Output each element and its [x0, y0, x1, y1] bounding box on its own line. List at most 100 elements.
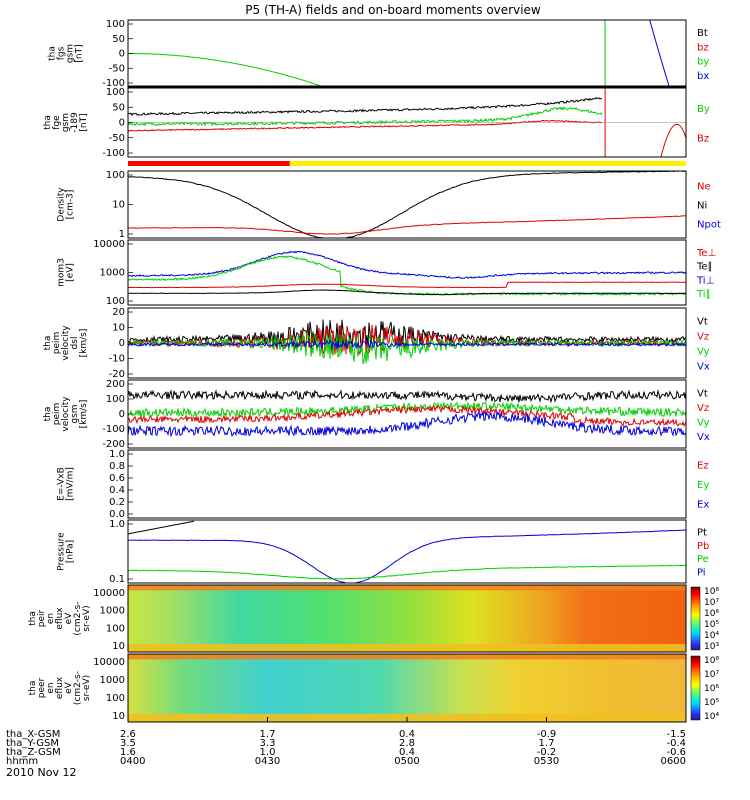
- y-axis-label: en: [46, 682, 56, 693]
- legend-Ti∥: Ti∥: [696, 289, 711, 300]
- legend-Pb: Pb: [697, 541, 709, 552]
- panel-frame: [127, 307, 687, 379]
- legend-bz: bz: [697, 42, 709, 53]
- y-tick-label: 0.2: [109, 497, 125, 508]
- legend-Ni: Ni: [697, 201, 707, 212]
- heatmap-top-band: [128, 585, 686, 591]
- y-axis-label: en: [46, 613, 56, 624]
- axis-row-value: 3.3: [260, 738, 276, 749]
- trace-vy: [128, 401, 686, 419]
- panel-p4: 10000 1000 100 mom3 [eV] Te⊥ Te∥ Ti⊥ Ti∥: [57, 239, 717, 307]
- colorbar-tick: 10⁴: [704, 631, 719, 641]
- axis-row-value: 1.7: [539, 738, 555, 749]
- y-axis-label: (cm2-s-: [73, 671, 83, 705]
- panel-frame: [127, 449, 687, 519]
- y-tick-label: 10: [112, 711, 125, 722]
- y-tick-label: 1: [119, 229, 125, 240]
- y-axis-label: gsm: [70, 404, 80, 423]
- y-axis-label: sr-eV): [82, 605, 92, 631]
- panel-p3: 100 10 1 Density [cm-3] Ne Ni Npot: [57, 170, 721, 240]
- y-tick-label: 1000: [100, 675, 125, 686]
- y-tick-label: 0.0: [109, 509, 125, 520]
- trace-pe: [128, 564, 686, 580]
- y-axis-label: velocity: [61, 325, 71, 361]
- panel-p3-data: [128, 171, 686, 238]
- legend-Vx: Vx: [697, 362, 710, 373]
- y-axis-label: [km/s]: [79, 329, 89, 358]
- y-tick-label: -20: [109, 369, 125, 380]
- y-axis-label: gsm: [66, 44, 76, 63]
- axis-row-label: tha_X-GSM: [6, 729, 60, 740]
- y-tick-label: -50: [109, 63, 125, 74]
- y-tick-label: 1.0: [109, 449, 125, 460]
- y-tick-label: -200: [102, 439, 125, 450]
- y-axis-label: peim: [52, 332, 62, 355]
- panel-p2-data: [128, 88, 686, 157]
- colorbar-tick: 10⁸: [704, 656, 719, 666]
- y-tick-label: 0.4: [109, 485, 125, 496]
- y-tick-label: 200: [106, 379, 125, 390]
- y-tick-label: 0: [119, 338, 125, 349]
- y-tick-label: 100: [106, 693, 125, 704]
- y-axis-label: gsm: [61, 113, 71, 132]
- y-tick-label: 10000: [93, 657, 125, 668]
- axis-row-value: 3.5: [120, 738, 136, 749]
- axis-row-value: 0430: [255, 756, 280, 767]
- y-axis-label: tha: [43, 336, 53, 351]
- date-label: 2010 Nov 12: [6, 766, 76, 779]
- y-axis-label: -189: [70, 112, 80, 133]
- y-tick-label: 1000: [100, 606, 125, 617]
- colorbar-tick: 10⁶: [704, 609, 719, 619]
- axis-row-value: -0.4: [666, 738, 686, 749]
- panel-p7: 1.00.80.60.40.20.0 E=-VxB [mV/m] Ez Ey Ex: [57, 449, 710, 520]
- panel-frame: [127, 519, 687, 584]
- colorbar-tick: 10⁴: [704, 712, 719, 722]
- legend-Ti⊥: Ti⊥: [696, 275, 714, 286]
- y-axis-label: [km/s]: [79, 400, 89, 429]
- axis-row-value: 2.6: [120, 729, 136, 740]
- legend-Pt: Pt: [697, 528, 707, 539]
- trace-vz: [128, 324, 686, 356]
- y-axis-label: eV: [64, 681, 74, 694]
- legend-Te∥: Te∥: [696, 262, 713, 273]
- y-axis-label: fge: [52, 115, 62, 130]
- axis-row-value: -0.9: [537, 729, 557, 740]
- y-axis-label: Density: [57, 187, 67, 222]
- y-axis-label: velocity: [61, 396, 71, 432]
- legend-Ez: Ez: [697, 461, 709, 472]
- axis-row-value: -0.2: [537, 747, 557, 758]
- y-tick-label: 50: [112, 34, 125, 45]
- y-tick-label: 10000: [93, 588, 125, 599]
- axis-row-label: tha_Y-GSM: [6, 738, 59, 749]
- colorbar-tick: 10⁵: [704, 620, 719, 630]
- y-tick-label: 10: [112, 200, 125, 211]
- legend-Bz: Bz: [697, 133, 709, 144]
- colorbar-tick: 10⁶: [704, 684, 719, 694]
- legend-Te⊥: Te⊥: [696, 248, 716, 259]
- y-tick-label: -100: [102, 78, 125, 89]
- panel-frame: [127, 170, 687, 239]
- heatmap-bottom-band: [128, 643, 686, 652]
- y-axis-label: mom3: [57, 258, 67, 287]
- y-axis-label: Pressure: [57, 532, 67, 571]
- panel-p1: 100 50 0 -50 -100 tha fgs gsm [nT] Bt bz by bx: [48, 19, 710, 89]
- legend-By: By: [697, 104, 710, 115]
- colorbar-tick: 10⁷: [704, 598, 719, 608]
- y-axis-label: peer: [37, 677, 47, 698]
- panel-p5: 20 10 0 -10 -20 tha peim velocity dsl [km/s] Vt Vz V…: [43, 307, 710, 380]
- legend-Bt: Bt: [697, 28, 708, 39]
- trace-pt: [128, 520, 195, 535]
- y-axis-label: (cm2-s-: [73, 601, 83, 635]
- axis-row-value: 1.7: [260, 729, 276, 740]
- legend-by: by: [697, 57, 709, 68]
- panel-p10-data: [128, 654, 686, 722]
- axis-row-value: 2.8: [399, 738, 415, 749]
- axis-row-value: 0.4: [399, 747, 415, 758]
- chart-title: P5 (TH-A) fields and on-board moments ov…: [245, 3, 541, 17]
- y-axis-label: [mV/m]: [66, 467, 76, 501]
- legend-Ex: Ex: [697, 499, 709, 510]
- panel-p8-data: [128, 520, 686, 583]
- trace-vx: [128, 338, 686, 350]
- y-axis-label: tha: [43, 115, 53, 130]
